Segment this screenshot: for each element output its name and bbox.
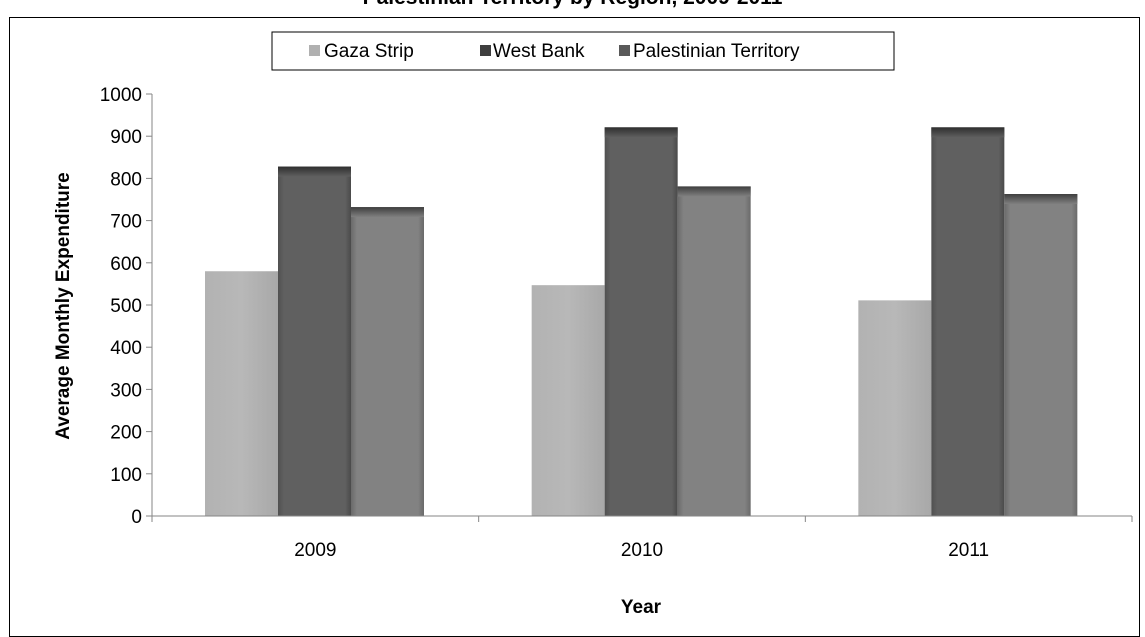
- legend-box: [271, 31, 895, 71]
- bar-cap-west-bank-2009: [278, 166, 351, 177]
- y-tick-label-400: 400: [110, 338, 142, 359]
- bar-cap-palestinian-territory-2009: [351, 207, 424, 218]
- bar-cap-west-bank-2011: [931, 127, 1005, 138]
- bar-west-bank-2010: [604, 127, 678, 516]
- legend: Gaza Strip West Bank Palestinian Territo…: [271, 31, 895, 71]
- x-tick-label-2011: 2011: [948, 540, 989, 561]
- y-tick-label-700: 700: [110, 212, 142, 233]
- bar-palestinian-territory-2009: [351, 207, 424, 516]
- chart-title: Palestinian Territory by Region, 2009-20…: [0, 0, 1145, 10]
- x-axis-title: Year: [621, 597, 662, 618]
- bar-gaza-strip-2010: [531, 285, 605, 516]
- legend-label-gaza-strip: Gaza Strip: [324, 41, 414, 62]
- x-tick-label-2009: 2009: [294, 540, 336, 561]
- bar-palestinian-territory-2011: [1004, 194, 1078, 516]
- bars-group: [205, 127, 1078, 517]
- y-tick-label-800: 800: [110, 169, 142, 190]
- y-tick-label-600: 600: [110, 254, 142, 275]
- bar-gaza-strip-2009: [205, 271, 278, 516]
- bar-palestinian-territory-2010: [677, 186, 751, 516]
- legend-swatch-palestinian-territory: [619, 45, 630, 56]
- y-tick-label-300: 300: [110, 380, 142, 401]
- bar-cap-west-bank-2010: [604, 127, 678, 138]
- legend-label-west-bank: West Bank: [493, 41, 585, 62]
- y-tick-label-900: 900: [110, 127, 142, 148]
- x-tick-label-2010: 2010: [621, 540, 663, 561]
- legend-label-palestinian-territory: Palestinian Territory: [633, 41, 800, 62]
- bar-gaza-strip-2011: [858, 300, 932, 516]
- y-axis-title: Average Monthly Expenditure: [53, 172, 74, 439]
- legend-swatch-west-bank: [480, 45, 491, 56]
- bar-west-bank-2009: [278, 166, 351, 517]
- y-tick-label-1000: 1000: [100, 85, 142, 106]
- y-tick-label-0: 0: [131, 507, 142, 528]
- bar-cap-palestinian-territory-2010: [677, 186, 751, 197]
- bar-cap-palestinian-territory-2011: [1004, 194, 1078, 205]
- y-tick-label-200: 200: [110, 423, 142, 444]
- axes-group: 0 100 200 300 400 500 600 700 800 900 1000 2009 2010…: [100, 85, 1133, 561]
- legend-swatch-gaza-strip: [309, 45, 320, 56]
- y-tick-label-100: 100: [110, 465, 142, 486]
- bar-west-bank-2011: [931, 127, 1005, 516]
- y-tick-label-500: 500: [110, 296, 142, 317]
